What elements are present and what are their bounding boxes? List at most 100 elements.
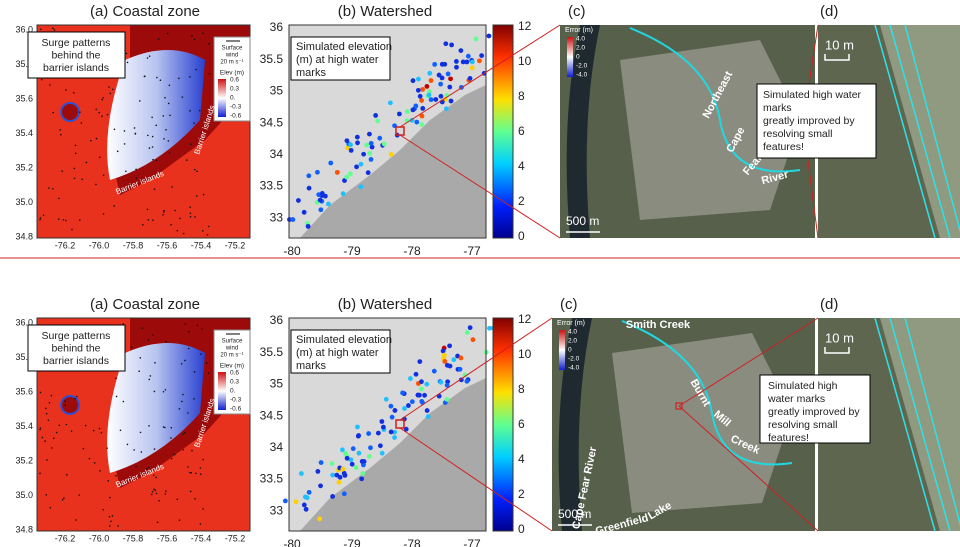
water-mark-dot	[427, 93, 432, 98]
water-mark-dot	[487, 34, 492, 39]
station-dot	[147, 57, 149, 59]
water-mark-dot	[364, 143, 369, 148]
station-dot	[52, 112, 54, 114]
water-mark-dot	[330, 494, 335, 499]
station-dot	[58, 218, 60, 220]
water-mark-dot	[367, 454, 372, 459]
water-mark-dot	[419, 387, 424, 392]
water-mark-dot	[305, 495, 310, 500]
station-dot	[169, 84, 171, 86]
water-mark-dot	[392, 435, 397, 440]
station-dot	[115, 475, 117, 477]
station-dot	[179, 519, 181, 521]
water-mark-dot	[359, 162, 364, 167]
x-tick-label: -77	[463, 537, 481, 547]
station-dot	[81, 122, 83, 124]
station-dot	[195, 472, 197, 474]
station-dot	[185, 323, 187, 325]
water-mark-dot	[424, 84, 429, 89]
station-dot	[102, 97, 104, 99]
x-tick-label: -79	[343, 537, 361, 547]
station-dot	[154, 188, 156, 190]
water-mark-dot	[357, 451, 362, 456]
station-dot	[138, 370, 140, 372]
note-text: barrier islands	[43, 62, 109, 74]
water-mark-dot	[446, 72, 451, 77]
water-mark-dot	[337, 480, 342, 485]
water-mark-dot	[319, 460, 324, 465]
water-mark-dot	[461, 59, 466, 64]
station-dot	[133, 449, 135, 451]
water-mark-dot	[340, 467, 345, 472]
water-mark-dot	[471, 337, 476, 342]
figure: (a) Coastal zone36.035.835.635.435.235.0…	[0, 0, 960, 547]
water-mark-dot	[388, 100, 393, 105]
station-dot	[109, 497, 111, 499]
colorbar-tick-label: -0.3	[230, 104, 242, 111]
water-mark-dot	[417, 359, 422, 364]
water-mark-dot	[315, 170, 320, 175]
station-dot	[182, 394, 184, 396]
station-dot	[58, 198, 60, 200]
water-mark-dot	[411, 107, 416, 112]
water-mark-dot	[384, 397, 389, 402]
station-dot	[152, 159, 154, 161]
y-tick-label: 35.4	[15, 421, 33, 431]
water-mark-dot	[367, 132, 372, 137]
station-dot	[163, 211, 165, 213]
water-mark-dot	[302, 503, 307, 508]
colorbar-tick-label: -4.0	[568, 365, 580, 372]
water-mark-dot	[442, 353, 447, 358]
water-mark-dot	[400, 391, 405, 396]
station-dot	[202, 230, 204, 232]
station-dot	[147, 219, 149, 221]
note-text: resolving small	[768, 419, 837, 431]
water-mark-dot	[458, 367, 463, 372]
water-mark-dot	[432, 369, 437, 374]
station-dot	[155, 477, 157, 479]
station-dot	[144, 75, 146, 77]
station-dot	[169, 114, 171, 116]
station-dot	[99, 470, 101, 472]
water-mark-dot	[330, 461, 335, 466]
y-tick-label: 34.5	[260, 115, 284, 129]
colorbar-tick-label: -2.0	[568, 356, 580, 363]
station-dot	[188, 331, 190, 333]
x-tick-label: -75.4	[191, 240, 212, 250]
note-text: marks	[296, 67, 326, 79]
station-dot	[152, 491, 154, 493]
water-mark-dot	[429, 97, 434, 102]
station-dot	[107, 114, 109, 116]
water-mark-dot	[307, 186, 312, 191]
note-text: Simulated elevation	[296, 41, 392, 53]
colorbar-tick-label: 0.	[230, 388, 236, 395]
water-mark-dot	[389, 404, 394, 409]
station-dot	[142, 224, 144, 226]
water-mark-dot	[355, 140, 360, 145]
station-dot	[156, 159, 158, 161]
station-dot	[182, 433, 184, 435]
place-label: Smith Creek	[626, 319, 691, 331]
station-dot	[102, 509, 104, 511]
water-mark-dot	[369, 157, 374, 162]
note-text: barrier islands	[43, 355, 109, 367]
water-mark-dot	[447, 85, 452, 90]
station-dot	[101, 115, 103, 117]
station-dot	[76, 396, 78, 398]
station-dot	[188, 348, 190, 350]
station-dot	[189, 206, 191, 208]
wind-label: 20 m s⁻¹	[220, 60, 243, 66]
y-tick-label: 35.6	[15, 93, 33, 103]
station-dot	[74, 168, 76, 170]
y-tick-label: 34.5	[260, 408, 284, 422]
note-text: marks	[296, 360, 326, 372]
water-mark-dot	[318, 207, 323, 212]
station-dot	[151, 494, 153, 496]
station-dot	[112, 515, 114, 517]
station-dot	[52, 188, 54, 190]
note-text: behind the	[51, 342, 100, 354]
colorbar-tick-label: 0	[568, 347, 572, 354]
water-mark-dot	[330, 473, 335, 478]
colorbar-tick-label: 4	[518, 159, 525, 173]
station-dot	[162, 115, 164, 117]
